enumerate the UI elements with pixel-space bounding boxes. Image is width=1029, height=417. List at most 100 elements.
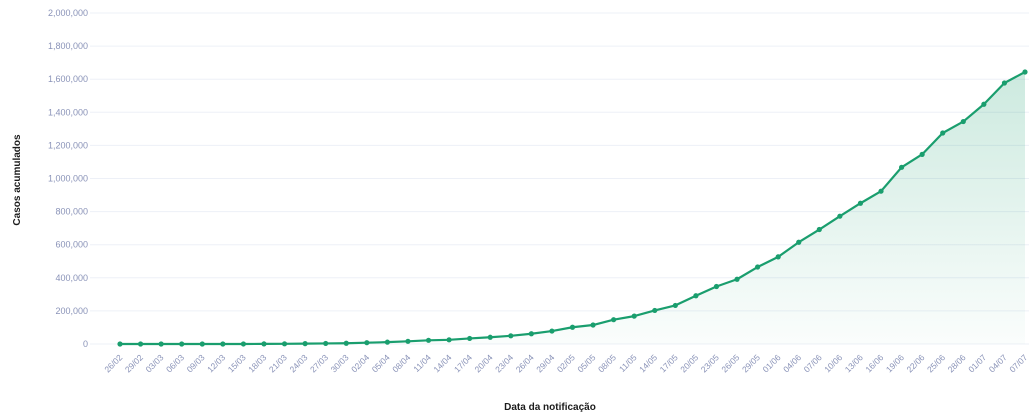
x-tick-label: 25/06 bbox=[925, 352, 947, 374]
data-point bbox=[117, 341, 123, 347]
y-tick-label: 800,000 bbox=[55, 207, 88, 217]
data-point bbox=[425, 337, 432, 343]
x-tick-label: 18/03 bbox=[246, 352, 268, 374]
data-point bbox=[590, 322, 596, 328]
x-tick-label: 14/04 bbox=[431, 352, 453, 374]
data-point bbox=[528, 331, 534, 337]
x-tick-label: 23/04 bbox=[493, 352, 515, 374]
x-tick-label: 19/06 bbox=[884, 352, 906, 374]
data-point bbox=[364, 340, 370, 346]
x-tick-label: 08/04 bbox=[390, 352, 412, 374]
data-point bbox=[1022, 69, 1028, 75]
x-tick-label: 15/03 bbox=[226, 352, 248, 374]
data-point bbox=[158, 341, 164, 347]
x-tick-label: 26/04 bbox=[514, 352, 536, 374]
y-tick-label: 1,600,000 bbox=[48, 74, 88, 84]
data-point bbox=[960, 118, 966, 125]
series-points bbox=[117, 69, 1028, 347]
y-tick-label: 1,000,000 bbox=[48, 174, 88, 184]
data-point bbox=[734, 276, 740, 282]
x-tick-label: 08/05 bbox=[596, 352, 618, 374]
data-point bbox=[919, 151, 925, 157]
x-tick-label: 17/05 bbox=[658, 352, 680, 374]
x-tick-label: 11/05 bbox=[617, 352, 639, 374]
y-tick-label: 600,000 bbox=[55, 240, 88, 250]
data-point bbox=[713, 283, 720, 290]
data-point bbox=[343, 340, 349, 346]
x-tick-label: 29/04 bbox=[534, 352, 556, 374]
data-point bbox=[755, 264, 761, 270]
x-tick-label: 30/03 bbox=[329, 352, 351, 374]
y-tick-label: 0 bbox=[83, 339, 88, 349]
data-point bbox=[384, 339, 390, 345]
x-tick-label: 09/03 bbox=[185, 352, 207, 374]
x-tick-label: 17/04 bbox=[452, 352, 474, 374]
x-tick-label: 22/06 bbox=[904, 352, 926, 374]
data-point bbox=[837, 213, 843, 219]
data-point bbox=[1001, 80, 1008, 86]
x-tick-label: 02/05 bbox=[555, 352, 577, 374]
y-axis-title: Casos acumulados bbox=[12, 134, 23, 226]
x-axis-ticks: 26/0229/0203/0306/0309/0312/0315/0318/03… bbox=[102, 352, 1029, 374]
x-tick-label: 03/03 bbox=[143, 352, 165, 374]
x-tick-label: 04/07 bbox=[987, 352, 1009, 374]
x-tick-label: 23/05 bbox=[699, 352, 721, 374]
x-axis-title: Data da notificação bbox=[504, 402, 596, 413]
x-tick-label: 02/04 bbox=[349, 352, 371, 374]
data-point bbox=[261, 341, 267, 347]
data-point bbox=[508, 333, 514, 339]
x-tick-label: 28/06 bbox=[946, 352, 968, 374]
data-point bbox=[323, 340, 329, 347]
y-tick-label: 1,400,000 bbox=[48, 107, 88, 117]
data-point bbox=[981, 101, 987, 107]
y-tick-label: 400,000 bbox=[55, 273, 88, 283]
x-tick-label: 24/03 bbox=[287, 352, 309, 374]
x-tick-label: 07/06 bbox=[802, 352, 824, 374]
x-tick-label: 20/05 bbox=[678, 352, 700, 374]
x-tick-label: 06/03 bbox=[164, 352, 186, 374]
data-point bbox=[940, 130, 946, 136]
data-point bbox=[693, 293, 699, 299]
x-tick-label: 11/04 bbox=[411, 352, 433, 374]
data-point bbox=[631, 313, 637, 319]
data-point bbox=[898, 164, 905, 170]
data-point bbox=[137, 341, 144, 347]
data-point bbox=[240, 341, 247, 347]
x-tick-label: 12/03 bbox=[205, 352, 227, 374]
x-tick-label: 14/05 bbox=[637, 352, 659, 374]
data-point bbox=[652, 307, 658, 314]
x-tick-label: 10/06 bbox=[822, 352, 844, 374]
data-point bbox=[179, 341, 185, 347]
x-tick-label: 20/04 bbox=[473, 352, 495, 374]
x-tick-label: 29/02 bbox=[123, 352, 145, 374]
gridlines bbox=[90, 12, 1029, 345]
y-tick-label: 1,800,000 bbox=[48, 41, 88, 51]
x-tick-label: 01/07 bbox=[966, 352, 988, 374]
data-point bbox=[467, 335, 473, 342]
x-tick-label: 26/02 bbox=[102, 352, 124, 374]
y-tick-label: 1,200,000 bbox=[48, 140, 88, 150]
data-point bbox=[549, 328, 555, 334]
y-tick-label: 200,000 bbox=[55, 306, 88, 316]
data-point bbox=[569, 324, 576, 330]
x-tick-label: 26/05 bbox=[719, 352, 741, 374]
data-point bbox=[878, 188, 884, 194]
x-tick-label: 27/03 bbox=[308, 352, 330, 374]
data-point bbox=[302, 341, 308, 347]
y-axis-ticks: 0 200,000 400,000 600,000 800,000 1,000,000 1,… bbox=[48, 8, 88, 349]
area-fill-path bbox=[120, 71, 1025, 344]
x-tick-label: 16/06 bbox=[863, 352, 885, 374]
data-point bbox=[796, 239, 802, 245]
x-tick-label: 05/04 bbox=[370, 352, 392, 374]
data-point bbox=[199, 341, 205, 347]
data-point bbox=[487, 334, 493, 340]
x-tick-label: 07/07 bbox=[1007, 352, 1029, 374]
data-point bbox=[220, 341, 226, 347]
x-tick-label: 29/05 bbox=[740, 352, 762, 374]
x-tick-label: 05/05 bbox=[575, 352, 597, 374]
data-point bbox=[405, 338, 411, 344]
data-point bbox=[775, 254, 781, 260]
data-point bbox=[446, 337, 452, 343]
data-point bbox=[857, 200, 864, 206]
